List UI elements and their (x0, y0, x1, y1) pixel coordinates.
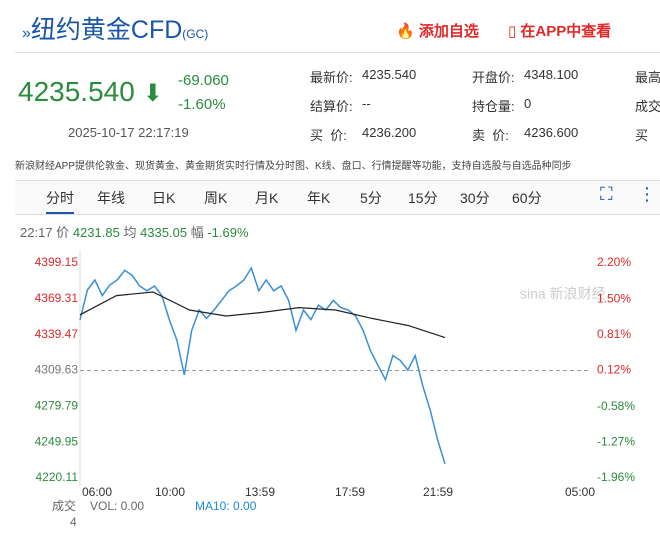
price-text: 4235.540 (18, 76, 135, 107)
field-value: 4236.200 (362, 125, 417, 140)
x-tick-label: 10:00 (155, 485, 185, 499)
y2-tick-label: -0.58% (597, 399, 635, 413)
menu-icon[interactable]: ⋮ (638, 184, 656, 204)
info-amp: -1.69% (207, 225, 249, 240)
y2-tick-label: 0.81% (597, 327, 631, 341)
field-value: 0 (524, 96, 532, 111)
tab[interactable]: 年K (307, 190, 331, 206)
field-label: 卖 价: (472, 128, 509, 143)
vol-value: 4 (70, 515, 77, 529)
chart: sina 新浪财经 4399.154369.314339.474309.6342… (35, 250, 635, 529)
price-line (79, 266, 446, 465)
y-tick-label: 4399.15 (35, 255, 79, 269)
y-tick-label: 4279.79 (35, 399, 79, 413)
notice: 新浪财经APP提供伦敦金、现货黄金、黄金期货实时行情及分时图、K线、盘口、行情提… (15, 161, 572, 172)
tab[interactable]: 5分 (360, 190, 382, 206)
divider (15, 52, 660, 53)
change-pct: -1.60% (178, 96, 226, 113)
y2-tick-label: 1.50% (597, 291, 631, 305)
title-text: 纽约黄金CFD (30, 16, 183, 44)
title: »纽约黄金CFD(GC) (22, 16, 209, 44)
code: (GC) (182, 27, 209, 41)
tab[interactable]: 15分 (408, 190, 438, 206)
add-watch[interactable]: 🔥 添加自选 (396, 23, 479, 40)
info-avg: 4335.05 (140, 225, 188, 240)
field-label: 买 (635, 128, 649, 143)
y2-tick-label: -1.27% (597, 435, 635, 449)
average-line (79, 291, 446, 339)
x-tick-label: 05:00 (565, 485, 595, 499)
tab[interactable]: 周K (204, 190, 228, 206)
field-label: 结算价: (310, 99, 353, 114)
tab-bar (15, 180, 660, 215)
field-value: 4236.600 (524, 125, 579, 140)
open-app[interactable]: ▯ 在APP中查看 (508, 23, 612, 40)
x-tick-label: 21:59 (423, 485, 453, 499)
tab[interactable]: 分时 (46, 188, 74, 214)
arrow: ⬇ (142, 80, 163, 107)
x-tick-label: 17:59 (335, 485, 365, 499)
field-value: 4348.100 (524, 67, 579, 82)
info-label: 均 (123, 225, 137, 240)
tab[interactable]: 月K (255, 190, 279, 206)
x-tick-label: 06:00 (82, 485, 112, 499)
field-value: 4235.540 (362, 67, 417, 82)
info-label: 价 (56, 225, 70, 240)
y2-tick-label: 2.20% (597, 255, 631, 269)
y-tick-label: 4249.95 (35, 434, 79, 448)
tab[interactable]: 日K (152, 190, 176, 206)
y-tick-label: 4309.63 (35, 363, 79, 377)
expand-icon[interactable]: ⛶ (600, 184, 613, 204)
y2-tick-label: 0.12% (597, 363, 631, 377)
field-label: 成交 (635, 99, 660, 114)
add-watch-text[interactable]: 添加自选 (418, 23, 479, 40)
field-label: 持仓量: (472, 99, 515, 114)
y-tick-label: 4339.47 (35, 327, 79, 341)
y-tick-label: 4220.11 (36, 470, 79, 484)
quote-time: 2025-10-17 22:17:19 (68, 125, 189, 140)
vol-label: 成交 (52, 498, 76, 513)
open-app-text[interactable]: 在APP中查看 (520, 23, 612, 40)
field-value: -- (362, 96, 371, 111)
info-line: 22:17 价 4231.85 均 4335.05 幅 -1.69% (20, 222, 249, 241)
info-time: 22:17 (20, 225, 53, 240)
vol: VOL: 0.00 (90, 499, 144, 513)
info-label: 幅 (190, 225, 204, 240)
field-label: 开盘价: (472, 70, 515, 85)
price: 4235.540 ⬇ (18, 76, 163, 108)
y2-tick-label: -1.96% (597, 470, 635, 484)
y-tick-label: 4369.31 (35, 291, 79, 305)
tab[interactable]: 年线 (97, 190, 125, 206)
field-label: 买 价: (310, 128, 347, 143)
x-tick-label: 13:59 (245, 485, 275, 499)
watermark: sina 新浪财经 (520, 286, 606, 302)
tab[interactable]: 60分 (512, 190, 542, 206)
change: -69.060 (178, 72, 229, 89)
info-price: 4231.85 (72, 225, 120, 240)
ma10: MA10: 0.00 (195, 499, 257, 513)
field-label: 最高 (635, 70, 660, 85)
field-label: 最新价: (310, 70, 353, 85)
tab[interactable]: 30分 (460, 190, 490, 206)
